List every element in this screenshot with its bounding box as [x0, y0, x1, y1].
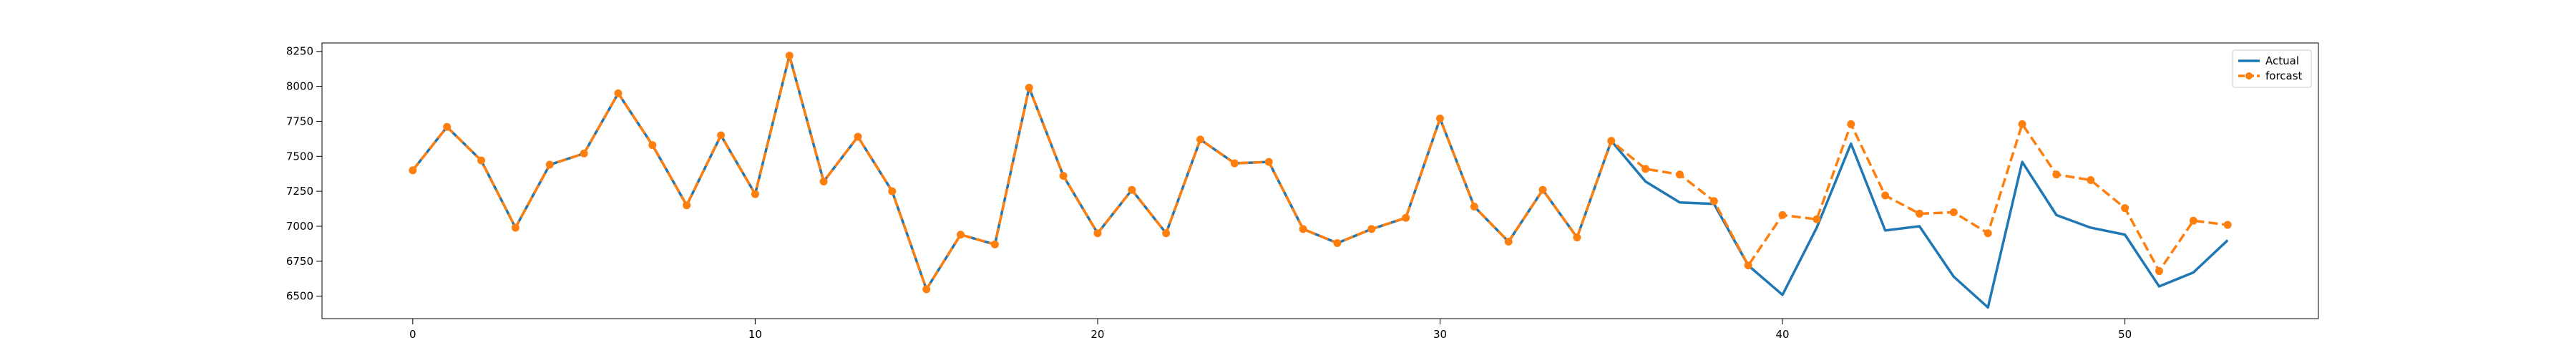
data-point-forcast: [1641, 165, 1650, 173]
series-line-forcast: [411, 54, 2228, 291]
plot-frame: [321, 42, 2319, 319]
data-point-forcast: [1607, 137, 1616, 145]
data-point-forcast: [1299, 225, 1307, 233]
data-point-forcast: [2018, 120, 2026, 128]
x-tick-label: 50: [2118, 328, 2132, 341]
y-tick-label: 7250: [286, 185, 313, 198]
y-tick-label: 7750: [286, 115, 313, 127]
data-point-forcast: [785, 52, 794, 60]
data-point-forcast: [2087, 176, 2095, 185]
data-point-forcast: [1264, 158, 1273, 166]
data-point-forcast: [751, 190, 759, 198]
legend-marker-forcast: [2245, 72, 2253, 79]
data-point-forcast: [443, 122, 452, 131]
y-tick-label: 7500: [286, 150, 313, 163]
data-point-forcast: [2189, 216, 2197, 225]
data-point-forcast: [717, 131, 726, 140]
legend-box: [2232, 49, 2312, 88]
data-point-forcast: [1128, 185, 1136, 194]
y-tick-label: 8250: [286, 45, 313, 58]
data-point-forcast: [683, 201, 691, 210]
data-point-forcast: [614, 89, 623, 97]
data-point-forcast: [990, 240, 999, 248]
data-point-forcast: [2052, 170, 2061, 179]
data-point-forcast: [1162, 229, 1171, 238]
x-tick-label: 20: [1091, 328, 1104, 341]
data-point-forcast: [1230, 159, 1239, 168]
data-point-forcast: [580, 149, 588, 158]
data-point-forcast: [2155, 267, 2163, 276]
y-tick-label: 7000: [286, 220, 313, 233]
data-point-forcast: [2121, 204, 2129, 213]
data-point-forcast: [1675, 170, 1684, 179]
data-point-forcast: [1059, 172, 1068, 180]
data-point-forcast: [511, 223, 519, 232]
data-point-forcast: [1744, 261, 1752, 270]
x-tick-label: 40: [1776, 328, 1790, 341]
data-point-forcast: [1813, 215, 1821, 223]
data-point-forcast: [1915, 209, 1923, 218]
series-layer: [409, 52, 2232, 309]
x-tick-label: 10: [748, 328, 762, 341]
y-tick-label: 6500: [286, 290, 313, 303]
data-point-forcast: [854, 132, 862, 141]
x-tick-label: 30: [1433, 328, 1447, 341]
legend: Actual forcast: [2232, 49, 2312, 88]
data-point-forcast: [1778, 211, 1787, 219]
axis-ticks: 0 10 20 30 40 50 6500 6750 7000 7250 7500 7750 8000 8…: [286, 45, 2132, 341]
data-point-forcast: [1333, 238, 1342, 247]
data-point-forcast: [1538, 185, 1547, 194]
data-point-forcast: [1573, 233, 1581, 242]
data-point-forcast: [819, 177, 828, 185]
data-point-forcast: [648, 141, 657, 150]
data-point-forcast: [477, 156, 486, 165]
data-point-forcast: [922, 285, 931, 294]
legend-label-forcast: forcast: [2265, 69, 2303, 82]
data-point-forcast: [1196, 135, 1204, 144]
data-point-forcast: [2223, 221, 2232, 229]
data-point-forcast: [545, 160, 554, 169]
legend-label-actual: Actual: [2265, 54, 2299, 67]
data-point-forcast: [1709, 197, 1718, 205]
data-point-forcast: [1470, 203, 1478, 211]
data-point-forcast: [888, 187, 897, 195]
data-point-forcast: [957, 231, 965, 239]
x-tick-label: 0: [409, 328, 416, 341]
series-line-actual: [411, 54, 2229, 309]
data-point-forcast: [1402, 213, 1410, 222]
data-point-forcast: [1881, 191, 1890, 200]
data-point-forcast: [1847, 120, 1855, 128]
y-tick-label: 6750: [286, 255, 313, 268]
data-point-forcast: [409, 166, 417, 175]
data-point-forcast: [1093, 229, 1102, 238]
data-point-forcast: [1984, 229, 1992, 238]
data-point-forcast: [1367, 225, 1376, 233]
data-point-forcast: [1436, 115, 1444, 123]
data-point-forcast: [1949, 208, 1958, 216]
data-point-forcast: [1025, 84, 1033, 92]
y-tick-label: 8000: [286, 80, 313, 93]
data-point-forcast: [1504, 238, 1513, 246]
